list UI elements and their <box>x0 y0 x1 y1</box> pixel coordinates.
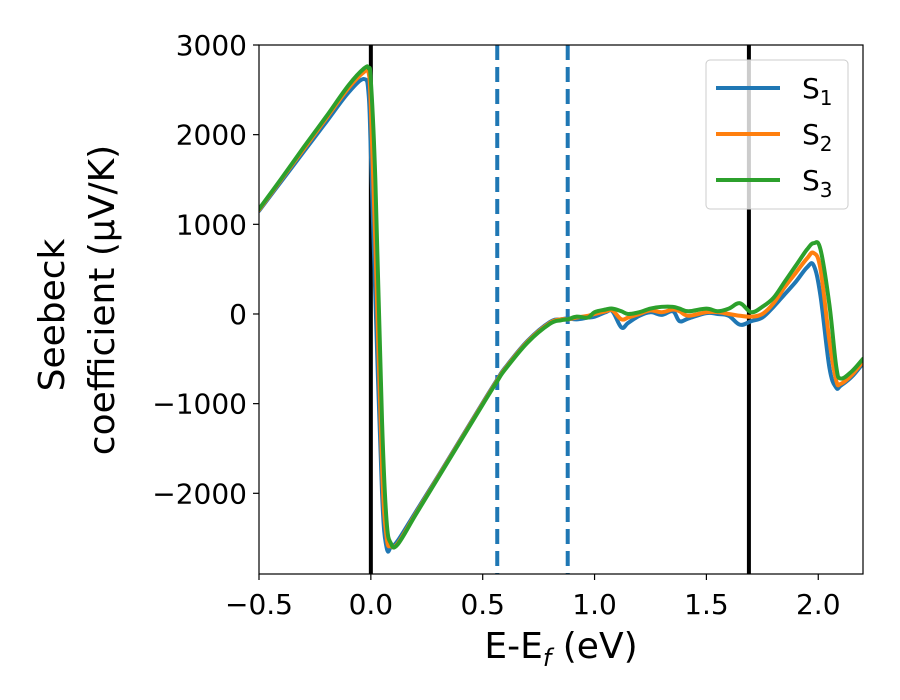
legend-label-s2: S2 <box>802 118 833 156</box>
legend: S1 S2 S3 <box>705 59 849 210</box>
x-tick-label: 0.0 <box>349 588 394 621</box>
y-tick-label: 1000 <box>176 208 247 241</box>
series-line-s3 <box>259 64 863 550</box>
x-axis-title: E-Ef (eV) <box>484 626 637 672</box>
x-axis-title-main: E-E <box>484 626 542 667</box>
series-lines <box>259 64 863 554</box>
y-tick-label: 2000 <box>176 119 247 152</box>
y-tick-label: −2000 <box>152 477 247 510</box>
x-tick-label: 1.0 <box>572 588 617 621</box>
legend-label-s2-sub: 2 <box>820 132 833 156</box>
legend-label-s2-name: S <box>802 118 820 151</box>
y-tick-label: −1000 <box>152 388 247 421</box>
y-tick-label: 3000 <box>176 29 247 62</box>
x-axis-ticks: −0.5 0.0 0.5 1.0 1.5 2.0 <box>225 574 841 621</box>
legend-label-s3-sub: 3 <box>820 178 833 202</box>
x-tick-label: 2.0 <box>796 588 841 621</box>
legend-label-s1-name: S <box>802 72 820 105</box>
x-axis-title-unit: (eV) <box>551 626 637 667</box>
plot-frame <box>258 44 864 575</box>
x-tick-label: −0.5 <box>225 588 293 621</box>
y-axis-title: Seebeck coefficient (μV/K) <box>32 145 123 455</box>
y-axis-ticks: −2000 −1000 0 1000 2000 3000 <box>152 29 259 510</box>
y-tick-label: 0 <box>229 298 247 331</box>
y-axis-title-line2: coefficient (μV/K) <box>82 145 123 455</box>
legend-label-s3-name: S <box>802 164 820 197</box>
x-tick-label: 0.5 <box>460 588 505 621</box>
x-tick-label: 1.5 <box>684 588 729 621</box>
y-axis-title-line1: Seebeck <box>32 238 73 391</box>
legend-label-s1-sub: 1 <box>820 86 833 110</box>
legend-label-s1: S1 <box>802 72 833 110</box>
legend-label-s3: S3 <box>802 164 833 202</box>
